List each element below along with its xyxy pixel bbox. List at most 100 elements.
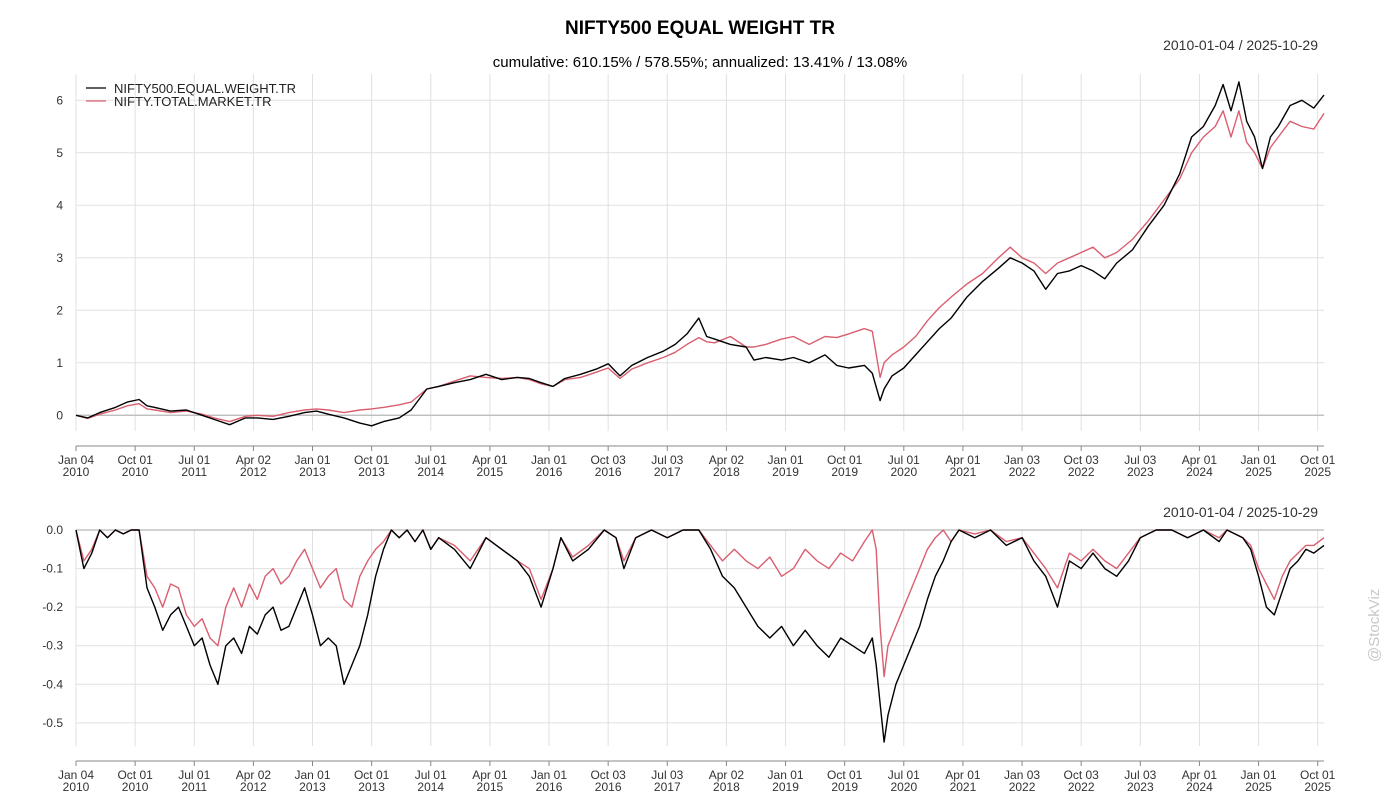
- bottom-x-tick-label: Oct 01: [1300, 768, 1336, 782]
- top-x-tick-label: Oct 01: [827, 453, 863, 467]
- bottom-x-tick-label: Jan 03: [1004, 768, 1040, 782]
- date-range-bottom: 2010-01-04 / 2025-10-29: [1163, 504, 1318, 520]
- top-x-tick-year: 2016: [595, 465, 622, 479]
- top-y-tick-label: 6: [56, 93, 63, 107]
- bottom-x-tick-label: Apr 01: [945, 768, 981, 782]
- top-x-tick-label: Oct 03: [1064, 453, 1100, 467]
- bottom-x-tick-year: 2010: [63, 780, 90, 794]
- bottom-x-tick-year: 2010: [122, 780, 149, 794]
- bottom-x-tick-year: 2020: [890, 780, 917, 794]
- bottom-x-tick-label: Jan 01: [768, 768, 804, 782]
- top-x-tick-year: 2013: [299, 465, 326, 479]
- top-x-tick-label: Oct 03: [590, 453, 626, 467]
- top-x-tick-label: Jan 03: [1004, 453, 1040, 467]
- top-x-tick-label: Jul 01: [888, 453, 920, 467]
- top-x-tick-label: Jul 01: [415, 453, 447, 467]
- bottom-x-tick-year: 2019: [772, 780, 799, 794]
- bottom-y-tick-label: -0.3: [42, 639, 63, 653]
- bottom-y-tick-label: -0.1: [42, 562, 63, 576]
- bottom-x-tick-year: 2016: [536, 780, 563, 794]
- bottom-y-tick-label: 0.0: [46, 523, 63, 537]
- bottom-x-tick-year: 2024: [1186, 780, 1213, 794]
- top-x-tick-label: Apr 01: [1182, 453, 1218, 467]
- bottom-x-tick-year: 2016: [595, 780, 622, 794]
- top-series-line-total-market: [75, 110, 1325, 423]
- bottom-series-line-total-market: [75, 529, 1325, 678]
- top-x-tick-year: 2019: [772, 465, 799, 479]
- top-x-tick-year: 2012: [240, 465, 267, 479]
- chart-title: NIFTY500 EQUAL WEIGHT TR: [565, 18, 835, 39]
- top-x-tick-year: 2020: [890, 465, 917, 479]
- bottom-x-tick-year: 2011: [181, 780, 207, 794]
- top-x-tick-label: Jul 03: [651, 453, 683, 467]
- bottom-x-tick-label: Oct 01: [827, 768, 863, 782]
- top-x-tick-label: Apr 02: [709, 453, 745, 467]
- top-x-tick-label: Jan 01: [1241, 453, 1277, 467]
- bottom-y-tick-label: -0.5: [42, 716, 63, 730]
- bottom-x-tick-label: Apr 02: [709, 768, 745, 782]
- top-x-tick-label: Jul 01: [178, 453, 210, 467]
- top-x-tick-year: 2025: [1304, 465, 1331, 479]
- bottom-x-tick-label: Apr 01: [1182, 768, 1218, 782]
- bottom-x-tick-label: Jul 01: [178, 768, 210, 782]
- top-x-tick-year: 2023: [1127, 465, 1154, 479]
- bottom-x-tick-label: Jul 03: [651, 768, 683, 782]
- bottom-x-tick-year: 2021: [950, 780, 977, 794]
- top-x-tick-label: Oct 01: [354, 453, 390, 467]
- top-y-tick-label: 2: [56, 303, 63, 317]
- top-x-tick-year: 2017: [654, 465, 681, 479]
- top-x-tick-year: 2010: [122, 465, 149, 479]
- bottom-x-tick-label: Jan 01: [1241, 768, 1277, 782]
- bottom-x-tick-label: Jan 04: [58, 768, 94, 782]
- bottom-x-tick-label: Apr 02: [236, 768, 272, 782]
- top-x-tick-year: 2016: [536, 465, 563, 479]
- top-x-tick-label: Apr 02: [236, 453, 272, 467]
- top-x-tick-label: Oct 01: [1300, 453, 1336, 467]
- bottom-series-line-equal-weight: [75, 529, 1325, 743]
- bottom-x-tick-year: 2018: [713, 780, 740, 794]
- top-y-tick-label: 4: [56, 198, 63, 212]
- bottom-x-tick-year: 2014: [417, 780, 444, 794]
- bottom-x-tick-label: Oct 01: [354, 768, 390, 782]
- top-x-tick-label: Jan 01: [294, 453, 330, 467]
- top-x-tick-year: 2018: [713, 465, 740, 479]
- top-x-tick-label: Jan 04: [58, 453, 94, 467]
- bottom-x-tick-label: Oct 03: [590, 768, 626, 782]
- bottom-x-tick-label: Jan 01: [531, 768, 567, 782]
- bottom-y-tick-label: -0.2: [42, 600, 63, 614]
- bottom-x-tick-year: 2019: [831, 780, 858, 794]
- bottom-x-tick-label: Oct 03: [1064, 768, 1100, 782]
- bottom-x-tick-year: 2025: [1245, 780, 1272, 794]
- bottom-x-tick-label: Jan 01: [294, 768, 330, 782]
- top-y-tick-label: 0: [56, 408, 63, 422]
- bottom-x-tick-year: 2015: [477, 780, 504, 794]
- top-x-tick-year: 2022: [1009, 465, 1036, 479]
- legend-label: NIFTY.TOTAL.MARKET.TR: [114, 94, 271, 109]
- bottom-x-tick-label: Jul 01: [888, 768, 920, 782]
- bottom-x-tick-year: 2022: [1068, 780, 1095, 794]
- top-x-tick-label: Jan 01: [768, 453, 804, 467]
- bottom-x-tick-year: 2017: [654, 780, 681, 794]
- bottom-x-tick-year: 2023: [1127, 780, 1154, 794]
- top-x-tick-year: 2014: [417, 465, 444, 479]
- top-x-tick-year: 2022: [1068, 465, 1095, 479]
- top-x-tick-year: 2010: [63, 465, 90, 479]
- bottom-x-tick-label: Oct 01: [117, 768, 153, 782]
- bottom-x-tick-label: Apr 01: [472, 768, 508, 782]
- top-x-tick-label: Apr 01: [945, 453, 981, 467]
- top-y-tick-label: 1: [56, 356, 63, 370]
- date-range-top: 2010-01-04 / 2025-10-29: [1163, 37, 1318, 53]
- top-x-tick-year: 2011: [181, 465, 207, 479]
- legend-label: NIFTY500.EQUAL.WEIGHT.TR: [114, 81, 296, 96]
- bottom-x-tick-year: 2012: [240, 780, 267, 794]
- bottom-x-tick-label: Jul 01: [415, 768, 447, 782]
- bottom-x-tick-year: 2022: [1009, 780, 1036, 794]
- top-x-tick-label: Jan 01: [531, 453, 567, 467]
- top-x-tick-year: 2021: [950, 465, 977, 479]
- bottom-x-tick-year: 2013: [358, 780, 385, 794]
- top-x-tick-year: 2013: [358, 465, 385, 479]
- top-x-tick-year: 2024: [1186, 465, 1213, 479]
- top-x-tick-year: 2015: [477, 465, 504, 479]
- bottom-x-tick-year: 2013: [299, 780, 326, 794]
